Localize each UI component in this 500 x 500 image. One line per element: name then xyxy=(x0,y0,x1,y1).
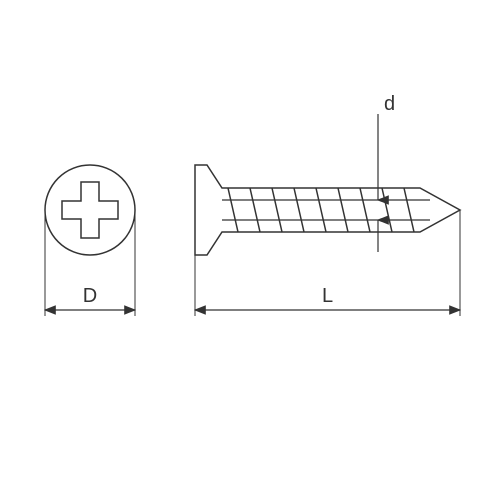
phillips-cross xyxy=(62,182,118,238)
screw-side-outline xyxy=(195,165,460,255)
screw-head-front xyxy=(45,165,135,255)
dim-label-L: L xyxy=(322,285,333,307)
dim-label-d: d xyxy=(384,93,395,115)
screw-diagram: D Ld xyxy=(0,0,500,500)
threads xyxy=(228,188,414,232)
dim-label-D: D xyxy=(83,285,97,307)
